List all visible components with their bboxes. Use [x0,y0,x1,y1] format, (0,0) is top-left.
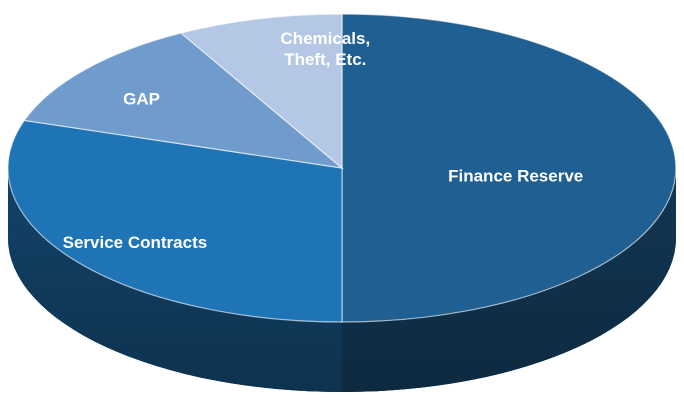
pie-slice-label: GAP [123,90,160,109]
pie-slice-label: Finance Reserve [448,167,583,186]
pie-slice [341,13,677,323]
pie-labels-group: Finance Reserve Service Contracts GAP Chemi… [63,29,584,252]
pie-slice [179,13,343,170]
pie-side-overlay [8,168,676,392]
pie-slice [7,119,343,323]
pie-top-group [7,13,677,323]
pie-slice [23,32,345,169]
pie-side-group [8,168,676,392]
pie-slice-label: Service Contracts [63,233,208,252]
pie-slice-label: Chemicals, Theft, Etc. [280,29,370,69]
